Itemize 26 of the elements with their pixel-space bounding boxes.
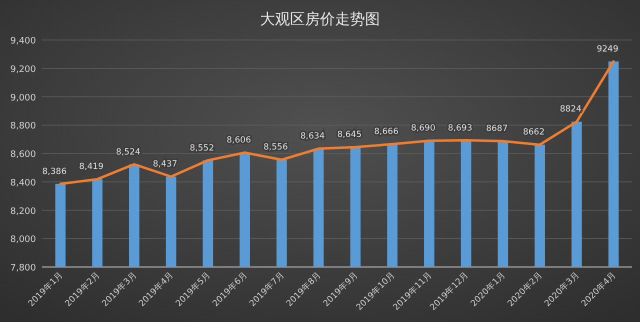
data-label: 8,606 xyxy=(226,136,251,146)
y-tick-label: 9,200 xyxy=(10,64,36,75)
y-tick-label: 9,000 xyxy=(10,93,36,104)
data-label: 8,693 xyxy=(448,123,472,134)
data-label: 8,556 xyxy=(264,142,288,153)
y-tick-label: 8,200 xyxy=(10,206,36,217)
y-tick-label: 8,000 xyxy=(10,235,36,246)
y-tick-label: 8,400 xyxy=(10,178,36,188)
y-tick-label: 8,800 xyxy=(10,122,36,132)
data-label: 9249 xyxy=(596,44,618,54)
data-label: 8,386 xyxy=(42,166,67,177)
data-label: 8,524 xyxy=(116,147,140,158)
y-tick-label: 8,600 xyxy=(10,150,36,160)
data-label: 8,645 xyxy=(337,130,362,140)
y-tick-label: 9,400 xyxy=(10,36,36,46)
data-label: 8662 xyxy=(522,128,545,138)
data-label: 8824 xyxy=(560,104,582,115)
data-label: 8,419 xyxy=(79,162,104,172)
data-label: 8,666 xyxy=(374,127,398,138)
data-label: 8687 xyxy=(486,124,508,134)
data-label: 8,690 xyxy=(411,124,436,134)
data-label: 8,552 xyxy=(190,143,214,154)
y-tick-label: 7,800 xyxy=(10,264,36,274)
title: 大观区房价走势图 xyxy=(260,10,380,28)
data-label: 8,437 xyxy=(152,160,178,170)
data-label: 8,634 xyxy=(300,132,325,142)
